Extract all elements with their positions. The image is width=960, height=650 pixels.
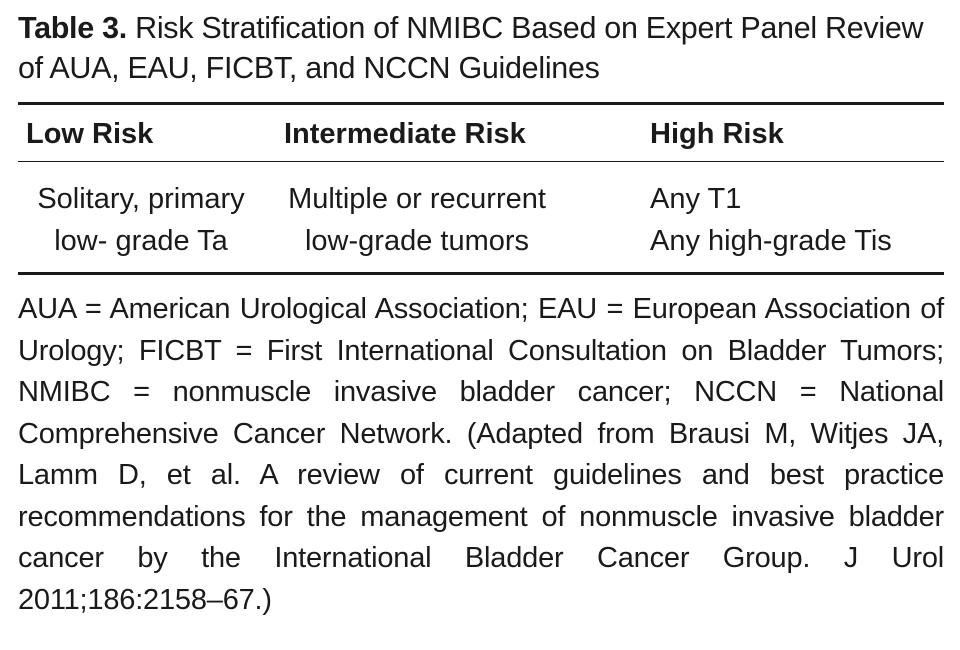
cell-line: Solitary, primary [37, 183, 245, 215]
column-header-high-risk: High Risk [650, 118, 784, 150]
column-header-low-risk: Low Risk [26, 118, 154, 150]
table-caption: Table 3. Risk Stratification of NMIBC Ba… [18, 8, 944, 88]
bottom-rule [18, 272, 944, 275]
cell-line: low-grade tumors [304, 225, 530, 257]
cell-high-risk: Any T1 Any high-grade Tis [650, 178, 944, 262]
top-rule [18, 102, 944, 105]
table-label: Table 3. [18, 11, 127, 45]
cell-line: Any high-grade Tis [650, 225, 892, 257]
cell-line: low- grade Ta [54, 225, 228, 257]
table-figure: Table 3. Risk Stratification of NMIBC Ba… [18, 8, 944, 650]
column-header-intermediate-risk: Intermediate Risk [284, 118, 526, 150]
table-header-row: Low Risk Intermediate Risk High Risk [18, 119, 944, 161]
table-row: Solitary, primary low- grade Ta Multiple… [18, 178, 944, 260]
cell-intermediate-risk: Multiple or recurrent low-grade tumors [284, 178, 650, 262]
cell-line: Multiple or recurrent [288, 183, 546, 215]
table-title: Risk Stratification of NMIBC Based on Ex… [18, 11, 924, 85]
cell-low-risk: Solitary, primary low- grade Ta [18, 178, 284, 262]
header-rule [18, 161, 944, 162]
cell-line: Any T1 [650, 183, 742, 215]
table-footnote: AUA = American Urological Association; E… [18, 293, 944, 616]
